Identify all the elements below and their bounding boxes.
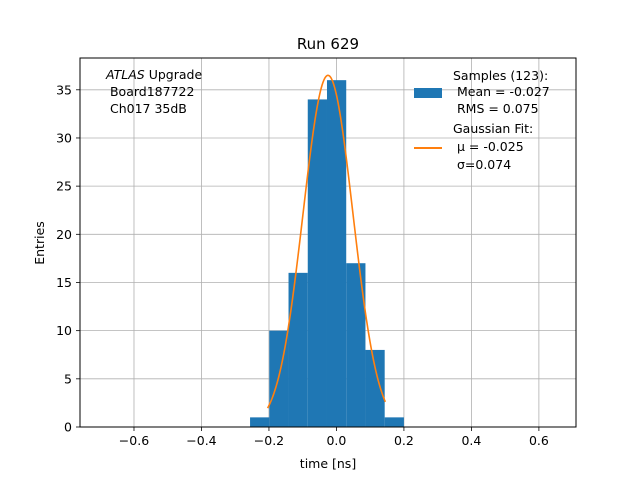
histogram-bar [326,80,347,427]
atlas-label: ATLAS [105,67,145,82]
histogram-bar [307,99,327,428]
legend-samples-title: Samples (123): [453,68,548,83]
histogram-bars [250,80,404,428]
histogram-bar [288,272,308,427]
legend-fit-title: Gaussian Fit: [453,121,533,136]
legend: Samples (123): Mean = -0.027 RMS = 0.075… [414,68,550,172]
x-tick-label: 0.0 [326,433,346,448]
y-tick-label: 30 [56,130,72,145]
legend-fit-sigma: σ=0.074 [453,157,511,172]
upgrade-label: Upgrade [145,67,203,82]
chart-title: Run 629 [297,35,359,53]
y-axis-ticks: 0 5 10 15 20 25 30 35 [56,82,80,435]
x-tick-label: 0.4 [461,433,481,448]
svg-text:ATLAS Upgrade: ATLAS Upgrade [105,67,202,82]
y-tick-label: 25 [56,179,72,194]
histogram-bar [384,417,404,427]
legend-samples-rms: RMS = 0.075 [453,101,539,116]
x-tick-label: 0.2 [394,433,414,448]
x-tick-label: 0.6 [529,433,549,448]
gaussian-fit-curve [266,74,387,409]
legend-fit-mu: μ = -0.025 [453,139,524,154]
y-tick-label: 10 [56,323,72,338]
y-tick-label: 15 [56,275,72,290]
atlas-annotation: ATLAS Upgrade Board187722 Ch017 35dB [105,67,202,116]
y-tick-label: 35 [56,82,72,97]
channel-label: Ch017 35dB [106,101,187,116]
y-tick-label: 20 [56,227,72,242]
x-tick-label: −0.4 [186,433,216,448]
board-label: Board187722 [106,84,194,99]
histogram-bar [365,349,385,427]
x-axis-label: time [ns] [300,456,356,471]
legend-samples-mean: Mean = -0.027 [453,84,550,99]
histogram-bar [250,417,270,427]
y-tick-label: 0 [64,420,72,435]
x-axis-ticks: −0.6 −0.4 −0.2 0.0 0.2 0.4 0.6 [119,427,549,448]
legend-samples-swatch [414,88,442,98]
y-axis-label: Entries [32,221,47,265]
y-tick-label: 5 [64,371,72,386]
histogram-bar [346,263,366,427]
x-tick-label: −0.2 [254,433,284,448]
x-tick-label: −0.6 [119,433,149,448]
plot-frame [79,57,577,428]
